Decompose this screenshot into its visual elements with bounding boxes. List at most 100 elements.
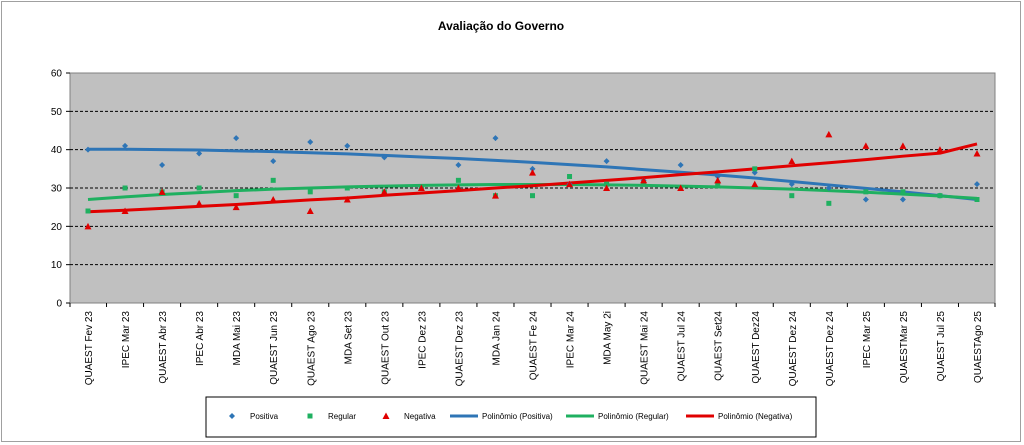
data-point-regular xyxy=(122,185,128,191)
data-point-negativa xyxy=(788,157,796,165)
data-point-negativa xyxy=(491,192,499,199)
data-point-regular xyxy=(715,181,721,187)
data-point-positiva xyxy=(122,142,129,149)
x-tick-label: QUAEST Fev 23 xyxy=(84,311,95,386)
data-point-positiva xyxy=(603,158,610,165)
chart-title: Avaliação do Governo xyxy=(438,19,564,33)
data-point-positiva xyxy=(233,135,240,142)
data-point-regular xyxy=(752,166,758,172)
legend-label: Polinômio (Regular) xyxy=(598,412,669,421)
x-tick-label: IPEC Mar 23 xyxy=(121,311,132,369)
legend-label: Regular xyxy=(328,412,356,421)
data-point-regular xyxy=(641,181,647,187)
data-point-regular xyxy=(937,193,943,199)
data-markers xyxy=(84,130,981,230)
x-tick-label: QUAESTMar 25 xyxy=(899,311,910,384)
data-point-positiva xyxy=(344,142,351,149)
data-point-regular xyxy=(530,193,535,199)
data-point-negativa xyxy=(232,203,240,211)
data-point-positiva xyxy=(825,185,832,191)
data-point-regular xyxy=(900,189,906,195)
x-tick-label: QUAEST Dez24 xyxy=(751,311,762,384)
data-point-regular xyxy=(567,174,573,179)
y-tick-label: 40 xyxy=(51,145,63,156)
data-point-negativa xyxy=(899,142,907,149)
data-point-negativa xyxy=(195,199,203,207)
data-point-regular xyxy=(196,185,202,191)
data-point-positiva xyxy=(492,135,499,142)
x-tick-label: MDA May 2i xyxy=(603,311,614,365)
legend-label: Positiva xyxy=(250,412,279,421)
data-point-negativa xyxy=(529,169,536,176)
y-tick-label: 60 xyxy=(51,69,63,80)
data-point-regular xyxy=(307,189,313,195)
data-point-regular xyxy=(863,189,869,195)
legend-marker-swatch xyxy=(307,413,313,419)
x-tick-label: MDA Mai 23 xyxy=(232,311,243,366)
x-tick-label: QUAEST Dez 24 xyxy=(825,311,836,387)
data-point-regular xyxy=(233,193,239,199)
data-point-positiva xyxy=(862,196,869,203)
data-point-positiva xyxy=(159,162,166,168)
data-point-negativa xyxy=(380,188,388,195)
data-point-negativa xyxy=(714,176,722,184)
data-point-positiva xyxy=(788,181,795,188)
legend-label: Polinômio (Negativa) xyxy=(718,412,793,421)
data-point-regular xyxy=(974,197,980,202)
data-point-negativa xyxy=(306,207,314,214)
data-point-positiva xyxy=(714,173,721,180)
data-point-negativa xyxy=(677,184,685,191)
x-tick-label: QUAEST Set24 xyxy=(714,311,725,381)
data-point-negativa xyxy=(269,196,277,203)
x-tick-label: MDA Jan 24 xyxy=(491,311,502,366)
data-point-positiva xyxy=(677,162,684,168)
data-point-regular xyxy=(604,181,610,187)
y-tick-label: 20 xyxy=(51,222,63,233)
data-point-negativa xyxy=(640,176,648,184)
data-point-negativa xyxy=(825,130,833,138)
data-point-regular xyxy=(789,193,795,199)
trend-line xyxy=(88,147,978,201)
grid-lines xyxy=(70,110,995,266)
legend-marker-swatch xyxy=(382,412,390,419)
data-point-positiva xyxy=(899,196,906,203)
data-point-positiva xyxy=(974,181,980,188)
x-tick-label: IPEC Abr 23 xyxy=(195,311,206,366)
x-tick-label: QUAEST Dez 24 xyxy=(788,311,799,387)
data-point-positiva xyxy=(270,158,277,165)
data-point-negativa xyxy=(84,222,92,230)
x-tick-label: QUAEST Abr 23 xyxy=(158,311,169,384)
legend-label: Negativa xyxy=(404,412,436,421)
x-tick-label: IPEC Mar 24 xyxy=(566,311,577,369)
data-point-regular xyxy=(455,177,461,183)
y-tick-label: 10 xyxy=(51,260,63,271)
y-axis-ticks: 0 10 20 30 40 50 60 xyxy=(51,69,70,310)
x-tick-label: QUAEST Fe 24 xyxy=(529,311,540,381)
data-point-negativa xyxy=(158,188,166,195)
data-point-negativa xyxy=(343,196,351,203)
data-point-positiva xyxy=(529,165,536,172)
data-point-negativa xyxy=(862,142,870,149)
y-tick-label: 30 xyxy=(51,184,63,195)
x-tick-label: QUAESTAgo 25 xyxy=(973,311,984,384)
data-point-positiva xyxy=(85,146,91,153)
x-tick-label: QUAEST Jul 25 xyxy=(936,311,947,382)
x-tick-label: QUAEST Jul 24 xyxy=(677,311,688,382)
data-point-negativa xyxy=(417,184,425,191)
data-point-positiva xyxy=(381,154,388,161)
y-tick-label: 50 xyxy=(51,107,63,118)
x-tick-label: QUAEST Out 23 xyxy=(380,311,391,385)
data-point-negativa xyxy=(566,180,574,188)
data-point-negativa xyxy=(751,180,759,188)
x-tick-label: IPEC Mar 25 xyxy=(862,311,873,369)
data-point-negativa xyxy=(973,150,981,157)
data-point-positiva xyxy=(307,139,314,145)
x-tick-label: IPEC Dez 23 xyxy=(417,311,428,369)
legend-items: Positiva Regular Negativa Polinômio (Positi… xyxy=(229,412,793,421)
data-point-positiva xyxy=(455,162,462,168)
legend: Positiva Regular Negativa Polinômio (Positi… xyxy=(205,396,817,438)
legend-label: Polinômio (Positiva) xyxy=(482,412,553,421)
data-point-regular xyxy=(826,200,832,206)
